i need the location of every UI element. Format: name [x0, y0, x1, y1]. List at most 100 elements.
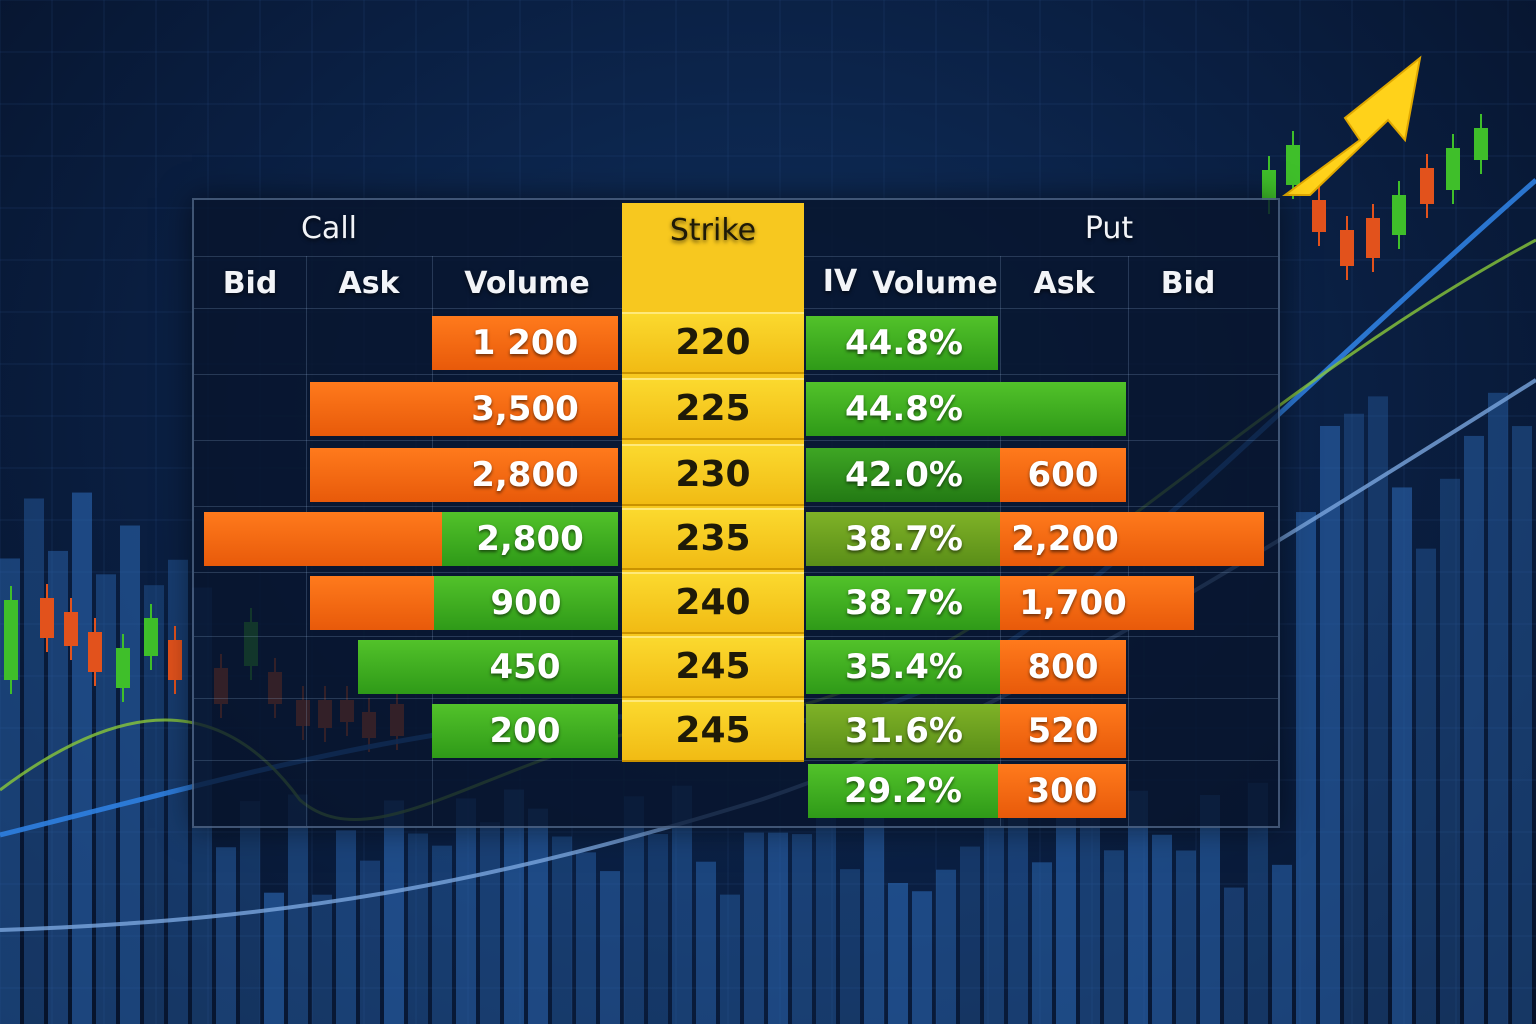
volume-bar [1368, 396, 1388, 1024]
volume-bar [864, 812, 884, 1024]
iv-bar: 31.6% [806, 704, 1000, 758]
strike-cell: 235 [622, 508, 804, 570]
candle-body [1446, 148, 1460, 190]
put-ask-bar: 2,200 [1000, 512, 1264, 566]
candle-body [1340, 230, 1354, 266]
iv-bar: 42.0% [806, 448, 1000, 502]
put-ask-header: Ask [1033, 266, 1095, 301]
strike-cell: 240 [622, 572, 804, 634]
volume-bar [1224, 887, 1244, 1024]
volume-bar [1320, 425, 1340, 1024]
call-volume-bar: 2,800 [310, 448, 618, 502]
volume-bar [696, 861, 716, 1024]
strike-cell: 230 [622, 444, 804, 506]
volume-bar [552, 836, 572, 1024]
volume-bar [816, 811, 836, 1024]
put-ask-bar: 1,700 [1000, 576, 1194, 630]
put-ask-bar: 300 [998, 764, 1126, 818]
call-bid-header: Bid [222, 266, 278, 301]
volume-bar [1248, 782, 1268, 1024]
volume-bar [912, 891, 932, 1024]
volume-bar [96, 574, 116, 1024]
volume-bar [1440, 478, 1460, 1024]
volume-bar [480, 822, 500, 1024]
volume-bar [984, 818, 1004, 1024]
volume-bar [1152, 834, 1172, 1024]
volume-bar [1176, 850, 1196, 1024]
volume-bar [1104, 850, 1124, 1024]
put-iv-header: IV [822, 264, 858, 299]
volume-bar [744, 832, 764, 1024]
volume-bar [624, 796, 644, 1024]
strike-header: Strike [669, 213, 757, 248]
strike-cell: 245 [622, 700, 804, 762]
call-header: Call [300, 211, 357, 246]
put-bid-header: Bid [1160, 266, 1216, 301]
trend-up-arrow-icon [1281, 55, 1422, 196]
iv-bar: 35.4% [806, 640, 1000, 694]
call-volume-bar: 1 200 [432, 316, 618, 370]
candle-body [168, 640, 182, 680]
volume-bar [1032, 862, 1052, 1024]
volume-bar [1512, 426, 1532, 1024]
call-volume-bar: 450 [358, 640, 618, 694]
candle-body [1366, 218, 1380, 258]
volume-bar [768, 832, 788, 1024]
call-volume-bar [310, 576, 434, 630]
volume-bar [1200, 795, 1220, 1024]
candle-body [4, 600, 18, 680]
volume-bar [1008, 805, 1028, 1024]
volume-bar [120, 525, 140, 1024]
put-ask-bar: 520 [1000, 704, 1126, 758]
volume-bar [528, 808, 548, 1024]
candle-body [116, 648, 130, 688]
volume-bar [720, 894, 740, 1024]
call-ask-header: Ask [338, 266, 400, 301]
candle-body [64, 612, 78, 646]
volume-bar [1392, 487, 1412, 1024]
volume-bar [1416, 548, 1436, 1024]
iv-bar: 29.2% [808, 764, 998, 818]
volume-bar [1128, 790, 1148, 1024]
volume-bar [312, 894, 332, 1024]
candle-body [1286, 145, 1300, 185]
volume-bar [936, 869, 956, 1024]
put-header: Put [1084, 211, 1134, 246]
volume-bar [1464, 435, 1484, 1024]
volume-bar [336, 830, 356, 1024]
volume-bar [48, 550, 68, 1024]
call-volume-bar: 2,800 [442, 512, 618, 566]
put-ask-bar: 600 [1000, 448, 1126, 502]
volume-bar [264, 892, 284, 1024]
volume-bar [408, 833, 428, 1024]
candle-body [1420, 168, 1434, 204]
iv-bar: 44.8% [806, 316, 998, 370]
volume-bar [1272, 864, 1292, 1024]
volume-bar [216, 847, 236, 1024]
call-volume-bar: 3,500 [310, 382, 618, 436]
call-volume-bar: 900 [434, 576, 618, 630]
volume-bar [1080, 780, 1100, 1024]
volume-bar [360, 860, 380, 1024]
put-volume-header: Volume [872, 266, 998, 301]
candle-body [1312, 200, 1326, 232]
call-volume-header: Volume [464, 266, 590, 301]
iv-bar: 38.7% [806, 576, 1000, 630]
put-ask-bar: 800 [1000, 640, 1126, 694]
volume-bar [1056, 812, 1076, 1024]
volume-bar [1296, 512, 1316, 1024]
volume-bar [72, 492, 92, 1024]
volume-bar [288, 794, 308, 1024]
volume-bar [576, 852, 596, 1024]
volume-bar [504, 789, 524, 1024]
call-volume-bar: 200 [432, 704, 618, 758]
candle-body [1474, 128, 1488, 160]
volume-bar [840, 869, 860, 1024]
iv-bar: 38.7% [806, 512, 1000, 566]
call-volume-bar [204, 512, 442, 566]
options-chain-table: Call Strike Put Bid Ask Volume IV Volume… [192, 198, 1280, 828]
volume-bar [792, 834, 812, 1024]
strike-cell: 225 [622, 378, 804, 440]
candle-body [1392, 195, 1406, 235]
candle-body [1262, 170, 1276, 200]
